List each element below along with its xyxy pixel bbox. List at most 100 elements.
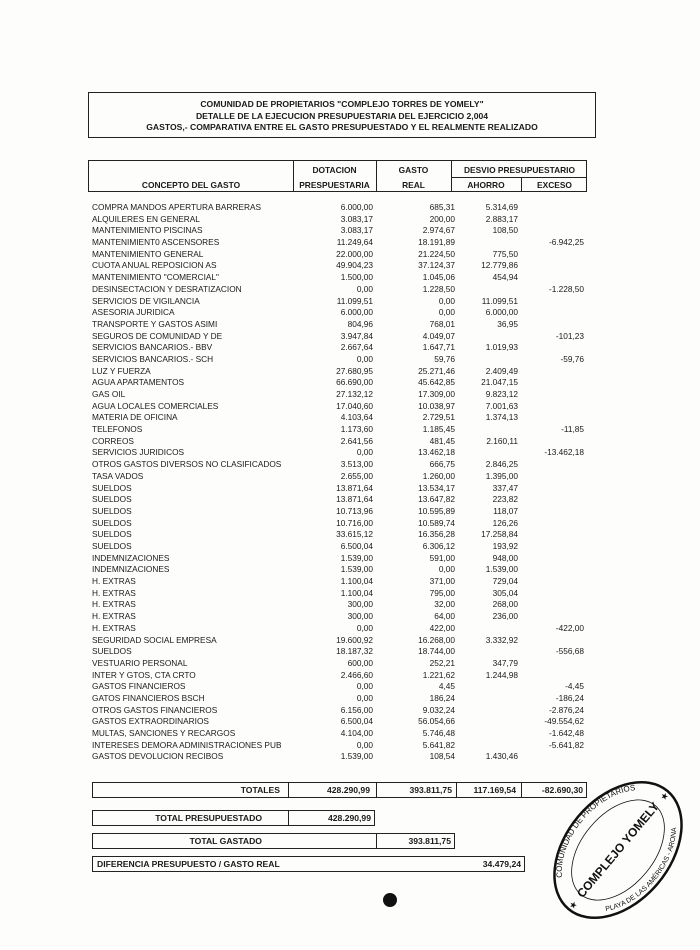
dotacion-cell: 2.641,56 bbox=[340, 435, 373, 446]
gasto-cell: 13.462,18 bbox=[418, 447, 455, 458]
gasto-cell: 0,00 bbox=[438, 295, 455, 306]
dotacion-cell: 1.100,04 bbox=[340, 587, 373, 598]
title-line-3: GASTOS,- COMPARATIVA ENTRE EL GASTO PRES… bbox=[146, 122, 538, 132]
dotacion-cell: 1.539,00 bbox=[340, 552, 373, 563]
dotacion-cell: 0,00 bbox=[356, 283, 373, 294]
ahorro-cell: 2.883,17 bbox=[485, 213, 518, 224]
table-row: SUELDOS 33.615,12 16.356,28 17.258,84 bbox=[0, 529, 700, 539]
header-desvio: DESVIO PRESUPUESTARIO bbox=[463, 165, 576, 175]
concepto-cell: VESTUARIO PERSONAL bbox=[92, 657, 188, 668]
dotacion-cell: 33.615,12 bbox=[336, 529, 373, 540]
ahorro-cell: 108,50 bbox=[492, 225, 518, 236]
table-row: H. EXTRAS 0,00 422,00 -422,00 bbox=[0, 623, 700, 633]
ahorro-cell: 268,00 bbox=[492, 599, 518, 610]
concepto-cell: SERVICIOS BANCARIOS.- SCH bbox=[92, 353, 214, 364]
star-icon: ★ bbox=[567, 899, 580, 912]
table-row: SUELDOS 18.187,32 18.744,00 -556,68 bbox=[0, 646, 700, 656]
header-dotacion-2: PRESPUESTARIA bbox=[299, 180, 370, 190]
concepto-cell: H. EXTRAS bbox=[92, 599, 136, 610]
concepto-cell: AGUA APARTAMENTOS bbox=[92, 377, 185, 388]
total-presupuestado-value: 428.290,99 bbox=[327, 813, 371, 823]
table-row: GAS OIL 27.132,12 17.309,00 9.823,12 bbox=[0, 389, 700, 399]
ahorro-cell: 2.160,11 bbox=[486, 435, 518, 446]
concepto-cell: H. EXTRAS bbox=[92, 622, 136, 633]
concepto-cell: SUELDOS bbox=[92, 505, 132, 516]
table-row: CUOTA ANUAL REPOSICION AS 49.904,23 37.124… bbox=[0, 260, 700, 270]
gasto-cell: 5.641,82 bbox=[422, 739, 455, 750]
gasto-cell: 422,00 bbox=[429, 622, 455, 633]
gasto-cell: 64,00 bbox=[434, 611, 455, 622]
table-row: GASTOS EXTRAORDINARIOS 6.500,04 56.054,66 -… bbox=[0, 716, 700, 726]
exceso-cell: -59,76 bbox=[560, 353, 584, 364]
table-row: TASA VADOS 2.655,00 1.260,00 1.395,00 bbox=[0, 471, 700, 481]
concepto-cell: CORREOS bbox=[92, 435, 134, 446]
concepto-cell: MANTENIMIENTO PISCINAS bbox=[92, 225, 203, 236]
table-row: H. EXTRAS 300,00 64,00 236,00 bbox=[0, 611, 700, 621]
gasto-cell: 25.271,46 bbox=[418, 365, 455, 376]
gasto-cell: 4.049,07 bbox=[422, 330, 455, 341]
total-presupuestado-label: TOTAL PRESUPUESTADO bbox=[155, 813, 262, 823]
ahorro-cell: 1.395,00 bbox=[485, 470, 518, 481]
gasto-cell: 32,00 bbox=[434, 599, 455, 610]
table-row: CORREOS 2.641,56 481,45 2.160,11 bbox=[0, 436, 700, 446]
gasto-cell: 0,00 bbox=[438, 307, 455, 318]
table-row: INTER Y GTOS, CTA CRTO 2.466,60 1.221,62 1.… bbox=[0, 670, 700, 680]
dotacion-cell: 0,00 bbox=[356, 622, 373, 633]
gasto-cell: 1.228,50 bbox=[422, 283, 455, 294]
concepto-cell: INTERESES DEMORA ADMINISTRACIONES PUB bbox=[92, 739, 282, 750]
ahorro-cell: 223,82 bbox=[492, 494, 518, 505]
exceso-cell: -13.462,18 bbox=[544, 447, 584, 458]
ahorro-cell: 337,47 bbox=[492, 482, 518, 493]
exceso-cell: -186,24 bbox=[555, 692, 584, 703]
gasto-cell: 21.224,50 bbox=[418, 248, 455, 259]
dotacion-cell: 10.713,96 bbox=[336, 505, 373, 516]
dotacion-cell: 3.083,17 bbox=[340, 225, 373, 236]
gasto-cell: 666,75 bbox=[429, 459, 455, 470]
concepto-cell: DESINSECTACION Y DESRATIZACION bbox=[92, 283, 242, 294]
gasto-cell: 5.746,48 bbox=[422, 728, 455, 739]
concepto-cell: SEGUROS DE COMUNIDAD Y DE bbox=[92, 330, 223, 341]
dotacion-cell: 1.539,00 bbox=[340, 751, 373, 762]
ahorro-cell: 7.001,63 bbox=[485, 400, 518, 411]
ahorro-cell: 2.846,25 bbox=[485, 459, 518, 470]
gasto-cell: 4,45 bbox=[438, 681, 455, 692]
dotacion-cell: 3.083,17 bbox=[340, 213, 373, 224]
concepto-cell: ASESORIA JURIDICA bbox=[92, 307, 175, 318]
table-row: SERVICIOS JURIDICOS 0,00 13.462,18 -13.462,… bbox=[0, 447, 700, 457]
ahorro-cell: 9.823,12 bbox=[485, 389, 518, 400]
total-gastado-row: TOTAL GASTADO 393.811,75 bbox=[92, 833, 455, 849]
totals-label: TOTALES bbox=[240, 785, 280, 795]
concepto-cell: SEGURIDAD SOCIAL EMPRESA bbox=[92, 634, 217, 645]
exceso-cell: -101,23 bbox=[555, 330, 584, 341]
dotacion-cell: 300,00 bbox=[347, 611, 373, 622]
table-row: SEGUROS DE COMUNIDAD Y DE 3.947,84 4.049,0… bbox=[0, 331, 700, 341]
dotacion-cell: 600,00 bbox=[347, 657, 373, 668]
table-row: MANTENIMIENTO PISCINAS 3.083,17 2.974,67 10… bbox=[0, 225, 700, 235]
ahorro-cell: 118,07 bbox=[493, 505, 518, 516]
gasto-cell: 10.589,74 bbox=[418, 517, 455, 528]
gasto-cell: 56.054,66 bbox=[418, 716, 455, 727]
dotacion-cell: 0,00 bbox=[356, 447, 373, 458]
table-row: OTROS GASTOS DIVERSOS NO CLASIFICADOS 3.5… bbox=[0, 459, 700, 469]
dotacion-cell: 13.871,64 bbox=[336, 494, 373, 505]
gasto-cell: 1.221,62 bbox=[422, 669, 455, 680]
dotacion-cell: 2.466,60 bbox=[340, 669, 373, 680]
concepto-cell: SUELDOS bbox=[92, 529, 132, 540]
table-row: TELEFONOS 1.173,60 1.185,45 -11,85 bbox=[0, 424, 700, 434]
dotacion-cell: 804,96 bbox=[347, 318, 373, 329]
table-row: LUZ Y FUERZA 27.680,95 25.271,46 2.409,49 bbox=[0, 366, 700, 376]
gasto-cell: 6.306,12 bbox=[422, 541, 455, 551]
table-row: AGUA LOCALES COMERCIALES 17.040,60 10.038,… bbox=[0, 401, 700, 411]
dotacion-cell: 27.132,12 bbox=[336, 389, 373, 400]
table-row: H. EXTRAS 1.100,04 371,00 729,04 bbox=[0, 576, 700, 586]
ahorro-cell: 2.409,49 bbox=[485, 365, 518, 376]
concepto-cell: GASTOS EXTRAORDINARIOS bbox=[92, 716, 209, 727]
gasto-cell: 2.729,51 bbox=[422, 412, 455, 423]
dotacion-cell: 22.000,00 bbox=[336, 248, 373, 259]
diferencia-row: DIFERENCIA PRESUPUESTO / GASTO REAL 34.4… bbox=[92, 856, 525, 872]
table-row: INTERESES DEMORA ADMINISTRACIONES PUB 0,0… bbox=[0, 740, 700, 750]
table-row: SERVICIOS DE VIGILANCIA 11.099,51 0,00 11.0… bbox=[0, 296, 700, 306]
ahorro-cell: 12.779,86 bbox=[481, 260, 518, 271]
table-row: INDEMNIZACIONES 1.539,00 0,00 1.539,00 bbox=[0, 564, 700, 574]
gasto-cell: 481,45 bbox=[429, 435, 455, 446]
